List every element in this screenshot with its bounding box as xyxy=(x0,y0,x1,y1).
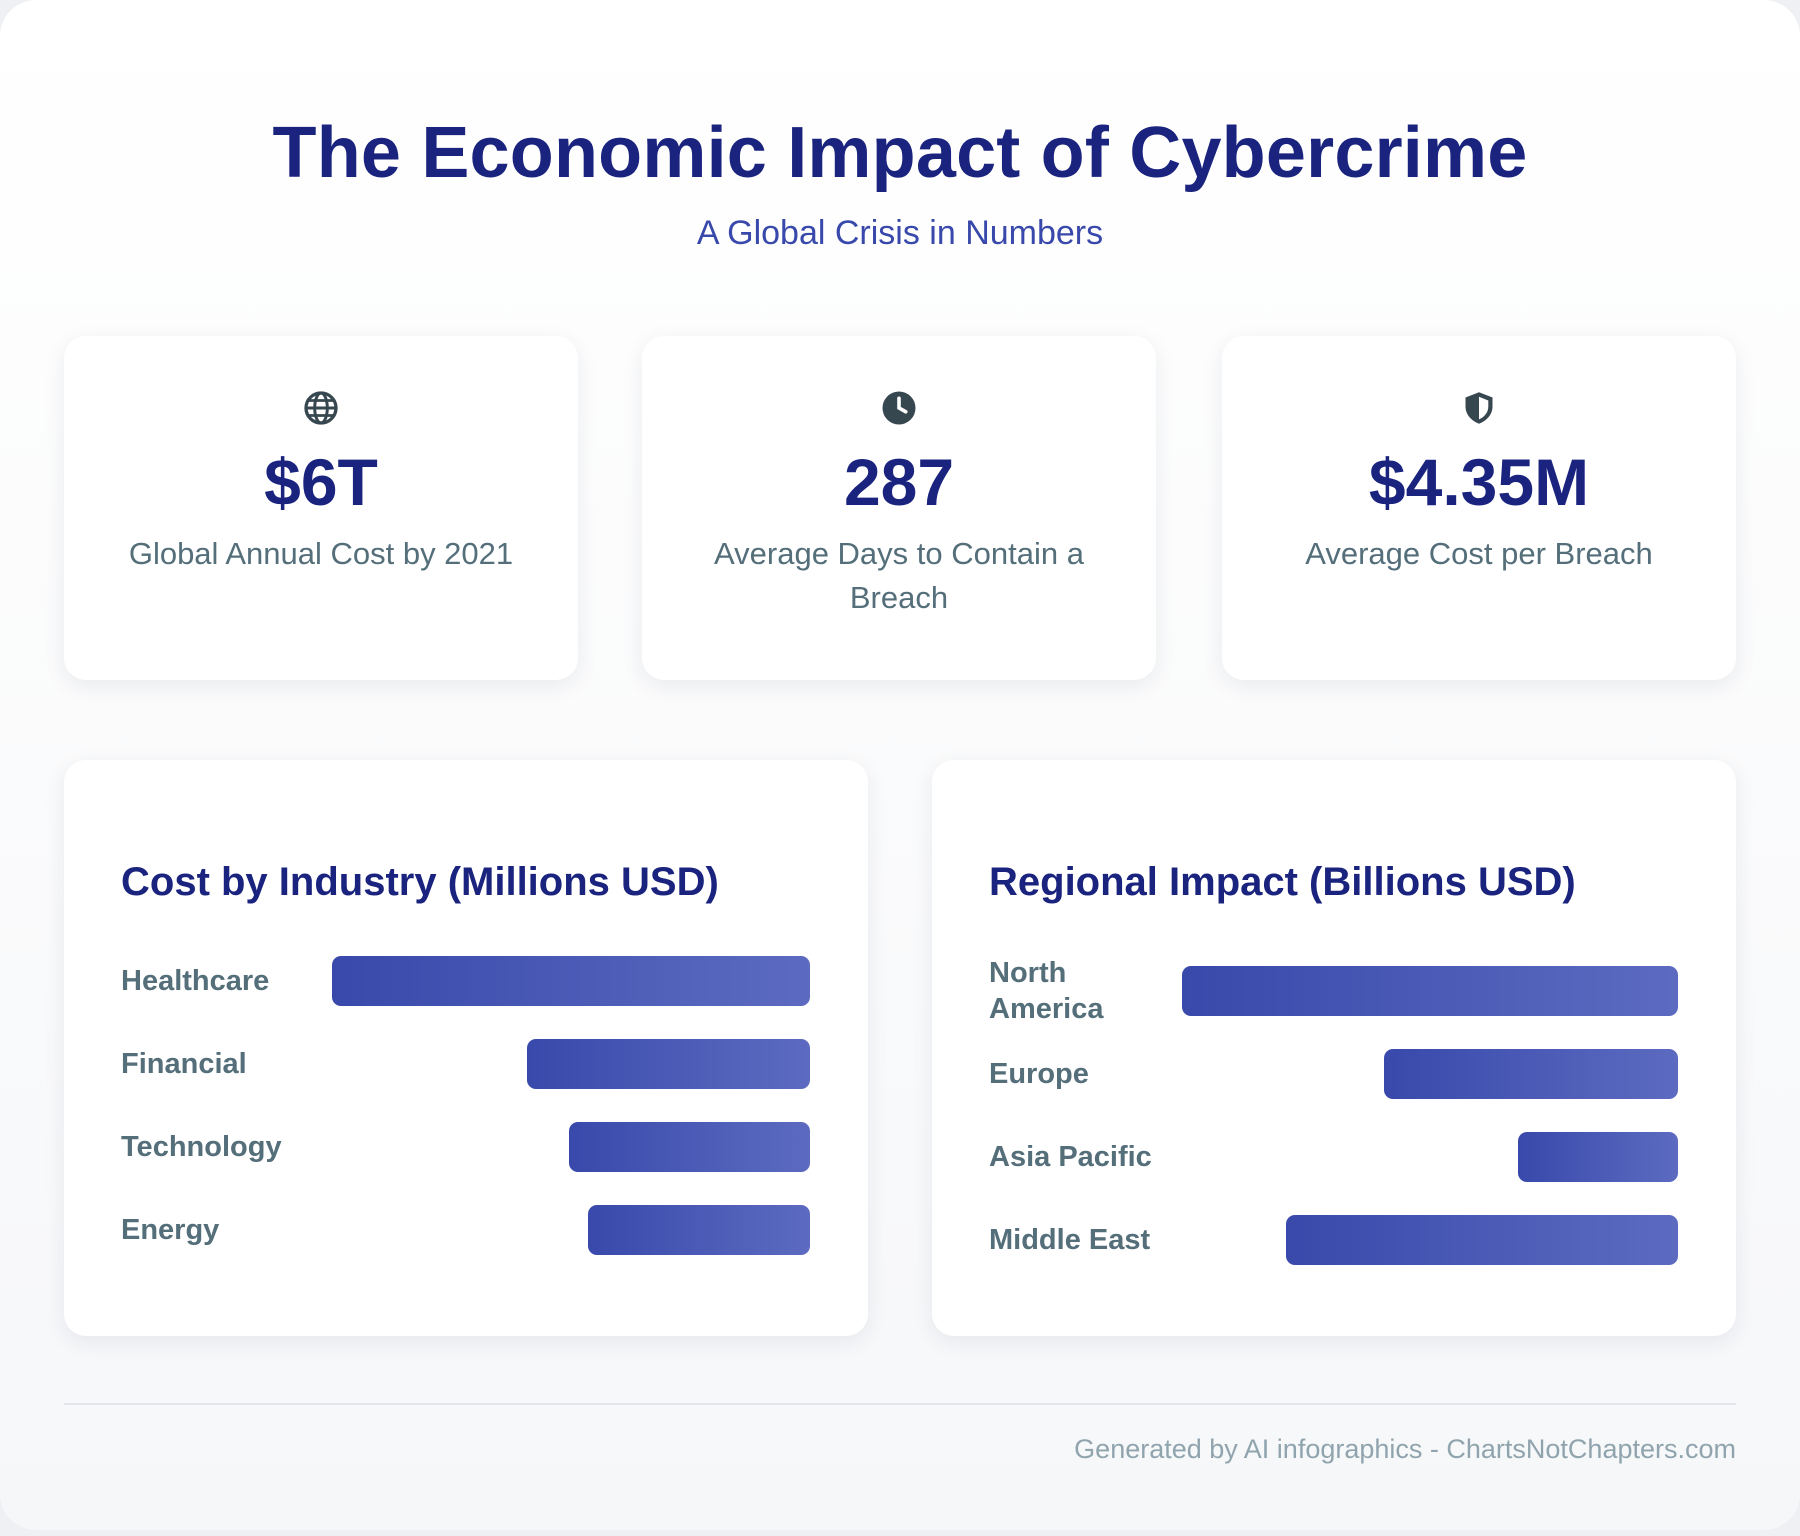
stat-label: Average Days to Contain a Breach xyxy=(714,536,1084,615)
stat-value: $6T xyxy=(264,445,378,519)
clock-icon xyxy=(882,391,916,425)
bar-label: Asia Pacific xyxy=(989,1141,1152,1173)
bar-label: Middle East xyxy=(989,1224,1151,1256)
bar xyxy=(1517,1132,1678,1182)
bar xyxy=(568,1122,810,1172)
stat-value: $4.35M xyxy=(1368,445,1590,519)
bar xyxy=(1383,1049,1678,1099)
chart-title: Cost by Industry (Millions USD) xyxy=(121,860,719,904)
stat-card-global-cost: $6T Global Annual Cost by 2021 xyxy=(64,336,578,680)
bar-label: Europe xyxy=(989,1058,1089,1090)
stat-card-days-to-contain: 287 Average Days to Contain a Breach xyxy=(642,336,1156,680)
footer-credit: Generated by AI infographics - ChartsNot… xyxy=(1074,1434,1736,1464)
page-title: The Economic Impact of Cybercrime xyxy=(272,113,1528,193)
industry-chart-card: Cost by Industry (Millions USD) Healthca… xyxy=(64,760,868,1336)
bar xyxy=(1286,1215,1678,1265)
bar-label: Energy xyxy=(121,1214,220,1246)
stat-card-cost-per-breach: $4.35M Average Cost per Breach xyxy=(1222,336,1736,680)
page-subtitle: A Global Crisis in Numbers xyxy=(696,214,1104,252)
stat-label: Global Annual Cost by 2021 xyxy=(128,536,514,571)
bar xyxy=(332,956,810,1006)
stat-label: Average Cost per Breach xyxy=(1305,536,1653,571)
bar-label: Healthcare xyxy=(121,965,270,997)
bar xyxy=(527,1039,810,1089)
chart-title: Regional Impact (Billions USD) xyxy=(989,860,1576,904)
footer-divider xyxy=(64,1403,1736,1405)
shield-icon xyxy=(1465,392,1493,424)
bar-label: Financial xyxy=(121,1048,247,1080)
bar-label: Technology xyxy=(121,1131,282,1163)
stat-value: 287 xyxy=(843,445,955,519)
bar-label: North America xyxy=(989,957,1104,1025)
bar xyxy=(1182,966,1678,1016)
globe-icon xyxy=(304,391,338,425)
bar xyxy=(587,1205,810,1255)
regional-chart-card: Regional Impact (Billions USD) North Ame… xyxy=(932,760,1736,1336)
